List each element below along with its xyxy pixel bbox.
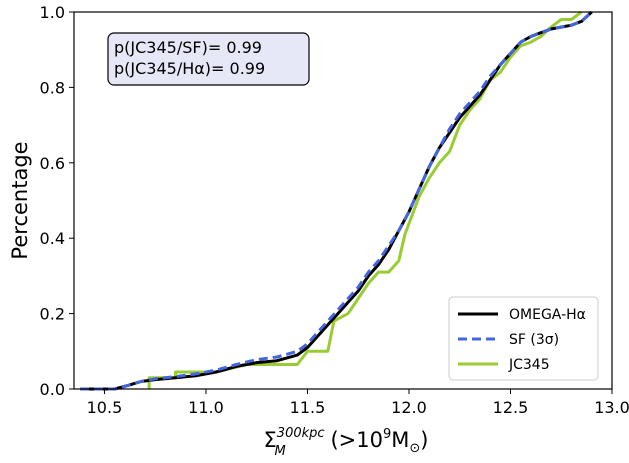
y-tick-label: 0.0 xyxy=(40,380,65,399)
legend: OMEGA-Hα SF (3σ) JC345 xyxy=(448,296,599,381)
y-tick-label: 0.2 xyxy=(40,305,65,324)
y-tick-label: 0.8 xyxy=(40,78,65,97)
annotation-box: p(JC345/SF)= 0.99 p(JC345/Hα)= 0.99 xyxy=(107,32,310,86)
y-tick-label: 0.6 xyxy=(40,154,65,173)
x-label-close: ) xyxy=(420,428,428,452)
series-group xyxy=(80,10,593,391)
annotation-line: p(JC345/SF)= 0.99 xyxy=(114,38,262,57)
y-axis-label: Percentage xyxy=(8,141,32,259)
x-label-superscript: 300kpc xyxy=(277,426,325,441)
x-label-unit: M xyxy=(391,428,409,452)
x-tick-label: 10.5 xyxy=(87,398,123,417)
x-tick-label: 12.5 xyxy=(493,398,529,417)
legend-label: JC345 xyxy=(508,357,550,373)
x-label-subscript: M xyxy=(275,444,286,459)
x-tick-label: 12.0 xyxy=(391,398,427,417)
series-line-sf-3- xyxy=(80,10,593,391)
x-label-sigma: Σ xyxy=(264,428,277,452)
x-tick-label: 13.0 xyxy=(594,398,629,417)
y-tick-label: 0.4 xyxy=(40,229,65,248)
plot-frame xyxy=(73,11,613,390)
annotation-line: p(JC345/Hα)= 0.99 xyxy=(114,59,265,78)
x-tick-label: 11.5 xyxy=(290,398,326,417)
x-label-unit-sub: ⊙ xyxy=(409,441,420,456)
x-label-exponent: 9 xyxy=(383,427,391,442)
legend-label: SF (3σ) xyxy=(509,332,559,348)
annotation-background xyxy=(107,32,310,86)
legend-label: OMEGA-Hα xyxy=(509,307,586,323)
x-label-text: (>10 xyxy=(324,428,383,452)
x-axis-label: Σ300kpc M (>109M⊙) xyxy=(264,426,429,459)
legend-frame xyxy=(448,296,599,381)
x-tick-label: 11.0 xyxy=(188,398,224,417)
y-tick-label: 1.0 xyxy=(40,3,65,22)
